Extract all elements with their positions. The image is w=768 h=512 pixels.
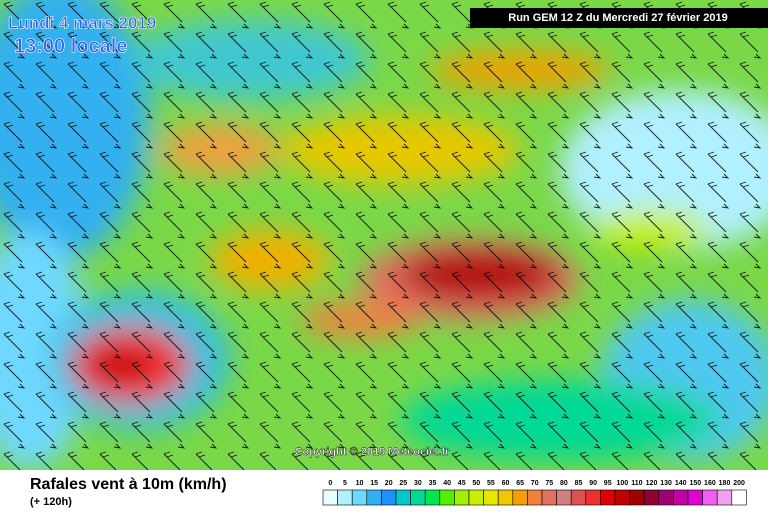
scale-label: 95: [604, 480, 612, 487]
scale-swatch: [381, 489, 397, 506]
scale-label: 35: [429, 480, 437, 487]
color-scale: 0 5 10 15 20 25 30 35 40 45 50 55 60 65 70 75 80 85 90 95 10…: [322, 480, 747, 506]
scale-swatch: [483, 489, 499, 506]
scale-label: 10: [356, 480, 364, 487]
scale-swatch: [600, 489, 616, 506]
scale-swatch: [351, 489, 368, 506]
footer-title: Rafales vent à 10m (km/h): [30, 476, 227, 493]
scale-swatch: [541, 489, 557, 506]
scale-swatch: [512, 489, 528, 506]
scale-swatch: [731, 489, 747, 506]
scale-swatch: [673, 489, 689, 506]
scale-label: 50: [472, 480, 480, 487]
scale-label: 120: [646, 480, 658, 487]
scale-swatch: [454, 489, 470, 506]
scale-label: 160: [704, 480, 716, 487]
scale-label: 200: [733, 480, 745, 487]
scale-swatch: [322, 489, 338, 506]
scale-swatch: [497, 489, 514, 506]
scale-swatch: [614, 489, 630, 506]
scale-label: 15: [370, 480, 378, 487]
scale-swatch: [629, 489, 645, 506]
scale-swatch: [687, 489, 703, 506]
scale-label: 100: [616, 480, 628, 487]
footer-subtitle: (+ 120h): [30, 496, 72, 508]
scale-swatch: [366, 489, 382, 506]
scale-label: 180: [719, 480, 731, 487]
scale-label: 25: [399, 480, 407, 487]
scale-swatch: [337, 489, 353, 506]
scale-label: 20: [385, 480, 393, 487]
scale-swatch: [570, 489, 587, 506]
scale-label: 140: [675, 480, 687, 487]
scale-label: 60: [502, 480, 510, 487]
scale-label: 75: [545, 480, 553, 487]
scale-label: 65: [516, 480, 524, 487]
scale-swatch: [702, 489, 718, 506]
scale-swatch: [439, 489, 455, 506]
scale-label: 55: [487, 480, 495, 487]
scale-label: 85: [575, 480, 583, 487]
scale-swatch: [395, 489, 411, 506]
scale-label: 40: [443, 480, 451, 487]
run-info: Run GEM 12 Z du Mercredi 27 février 2019: [508, 12, 727, 24]
scale-label: 45: [458, 480, 466, 487]
scale-swatch: [410, 489, 426, 506]
scale-label: 80: [560, 480, 568, 487]
scale-swatch: [585, 489, 601, 506]
scale-swatch: [527, 489, 543, 506]
copyright: Copyright © 2019 Meteociel.fr: [295, 446, 451, 458]
time: 13:00 locale: [14, 35, 127, 57]
scale-label: 5: [343, 480, 347, 487]
scale-label: 150: [689, 480, 701, 487]
scale-label: 70: [531, 480, 539, 487]
scale-swatch: [468, 489, 484, 506]
date: Lundi 4 mars 2019: [8, 13, 156, 32]
scale-label: 110: [631, 480, 642, 487]
scale-swatch: [643, 489, 660, 506]
scale-label: 30: [414, 480, 422, 487]
map: Lundi 4 mars 2019 13:00 locale Run GEM 1…: [0, 0, 768, 470]
scale-swatch: [658, 489, 674, 506]
run-box: [470, 8, 768, 28]
scale-swatch: [716, 489, 733, 506]
scale-label: 90: [589, 480, 597, 487]
scale-swatch: [424, 489, 441, 506]
scale-swatch: [556, 489, 572, 506]
scale-label: 0: [328, 480, 332, 487]
scale-label: 130: [660, 480, 672, 487]
